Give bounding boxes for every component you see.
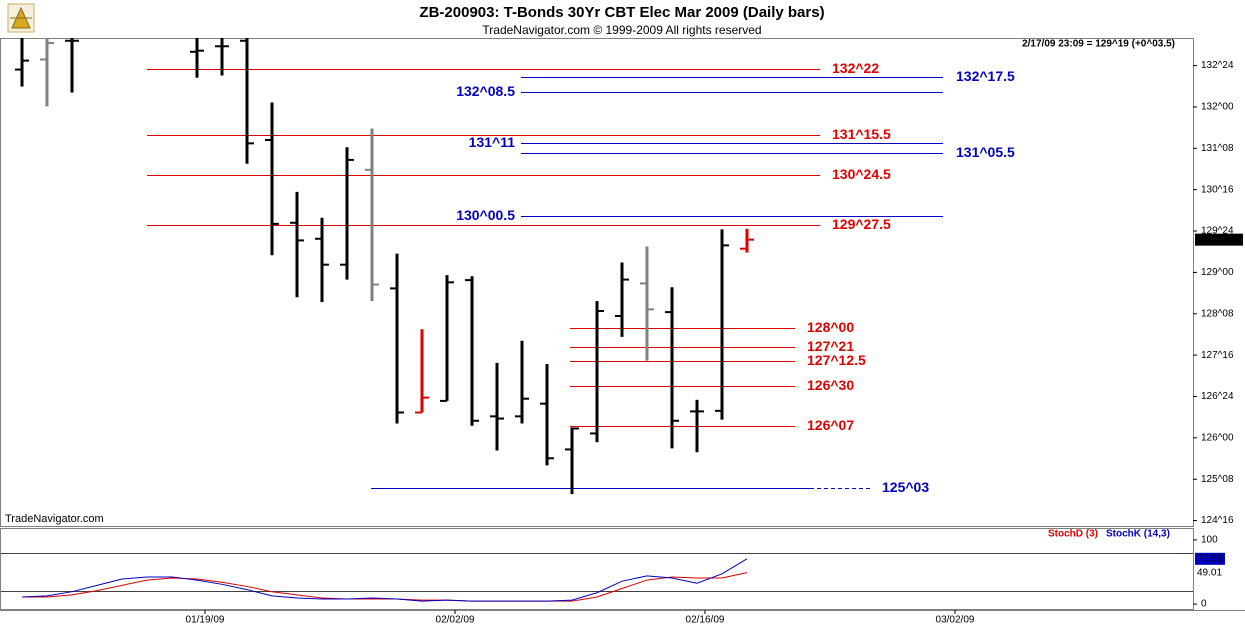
y-tick-label: 132^24 <box>1201 60 1234 71</box>
logo <box>7 3 35 33</box>
level-label: 131^15.5 <box>832 126 891 142</box>
legend-entry: StochK (14,3) <box>1106 529 1170 540</box>
y-tick-label: 126^00 <box>1201 432 1234 443</box>
y-tick-label: 128^08 <box>1201 308 1234 319</box>
stoch-frame <box>0 528 1194 610</box>
value-box <box>1195 566 1225 579</box>
y-tick-label: 100 <box>1201 535 1218 546</box>
level-label: 130^00.5 <box>456 207 515 223</box>
level-label: 125^03 <box>882 479 929 495</box>
last-price-box <box>1195 233 1243 246</box>
value-box <box>1195 552 1225 565</box>
level-label: 130^24.5 <box>832 166 891 182</box>
level-label: 131^05.5 <box>956 144 1015 160</box>
level-label: 126^07 <box>807 417 854 433</box>
level-label: 128^00 <box>807 319 854 335</box>
y-tick-label: 124^16 <box>1201 515 1234 526</box>
y-tick-label: 125^08 <box>1201 474 1234 485</box>
y-tick-label: 129^00 <box>1201 267 1234 278</box>
stoch-line <box>21 558 748 602</box>
level-label: 132^17.5 <box>956 68 1015 84</box>
y-tick-label: 126^24 <box>1201 391 1234 402</box>
price-frame <box>0 38 1194 527</box>
price-plot: 132^22 132^17.5 132^08.5 131^15.5 131^11 131^… <box>15 38 1015 495</box>
value-label: 49.01 <box>1197 567 1222 578</box>
last-price-label: 129^19 <box>1197 234 1230 245</box>
y-tick-label: 127^16 <box>1201 350 1234 361</box>
value-label: 70.56 <box>1197 553 1222 564</box>
x-tick-label: 03/02/09 <box>936 615 975 626</box>
level-label: 132^08.5 <box>456 83 515 99</box>
stoch-line <box>22 572 748 602</box>
y-tick-label: 129^24 <box>1201 226 1234 237</box>
level-label: 126^30 <box>807 377 854 393</box>
legend-entry: StochD (3) <box>1048 529 1098 540</box>
level-label: 132^22 <box>832 60 879 76</box>
y-tick-label: 130^16 <box>1201 184 1234 195</box>
level-label: 129^27.5 <box>832 216 891 232</box>
info-text: 2/17/09 23:09 = 129^19 (+0^03.5) <box>1022 39 1175 50</box>
watermark: TradeNavigator.com <box>5 513 104 525</box>
level-label: 131^11 <box>469 134 516 150</box>
x-tick-label: 02/02/09 <box>436 615 475 626</box>
chart-subtitle: TradeNavigator.com © 1999-2009 All right… <box>482 23 761 37</box>
y-tick-label: 0 <box>1201 599 1207 610</box>
level-label: 127^12.5 <box>807 352 866 368</box>
chart-title: ZB-200903: T-Bonds 30Yr CBT Elec Mar 200… <box>419 4 824 21</box>
x-tick-label: 02/16/09 <box>686 615 725 626</box>
y-tick-label: 132^00 <box>1201 102 1234 113</box>
y-tick-label: 131^08 <box>1201 143 1234 154</box>
level-label: 127^21 <box>807 338 854 354</box>
x-tick-label: 01/19/09 <box>186 615 225 626</box>
